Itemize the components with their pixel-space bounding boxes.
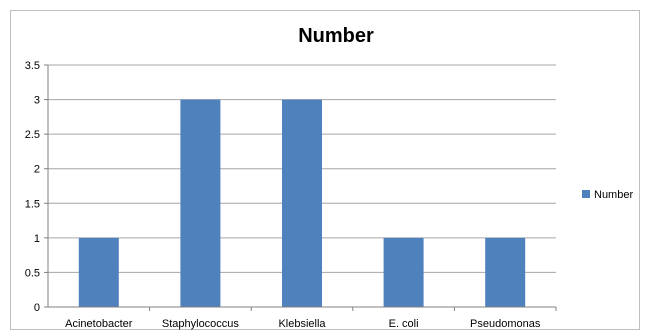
chart-title: Number xyxy=(298,25,374,47)
legend-swatch xyxy=(582,190,590,198)
y-tick-label: 0.5 xyxy=(25,267,40,279)
y-tick-label: 2 xyxy=(34,164,40,176)
y-tick-label: 0 xyxy=(34,302,40,314)
bar-klebsiella xyxy=(282,99,322,307)
bar-pseudomonas xyxy=(485,237,526,307)
y-axis-ticks: 0 0.5 1 1.5 2 2.5 3 3.5 xyxy=(25,60,48,314)
x-axis-ticks: Acinetobacter Staphylococcus Klebsiella E. … xyxy=(65,307,557,330)
bar-staphylococcus xyxy=(180,99,221,307)
bars xyxy=(78,99,526,307)
y-tick-label: 2.5 xyxy=(25,129,40,141)
y-tick-label: 1 xyxy=(34,233,40,245)
x-tick-label: Staphylococcus xyxy=(162,318,240,330)
x-tick-label: Klebsiella xyxy=(278,318,326,330)
x-tick-label: E. coli xyxy=(389,318,419,330)
y-tick-label: 1.5 xyxy=(25,198,40,210)
bar-acinetobacter xyxy=(78,237,119,307)
legend: Number xyxy=(582,189,633,201)
x-tick-label: Acinetobacter xyxy=(65,318,133,330)
y-tick-label: 3.5 xyxy=(25,60,40,72)
bar-e-coli xyxy=(383,237,424,307)
legend-label-number: Number xyxy=(594,189,633,201)
x-tick-label: Pseudomonas xyxy=(470,318,541,330)
y-tick-label: 3 xyxy=(34,95,40,107)
